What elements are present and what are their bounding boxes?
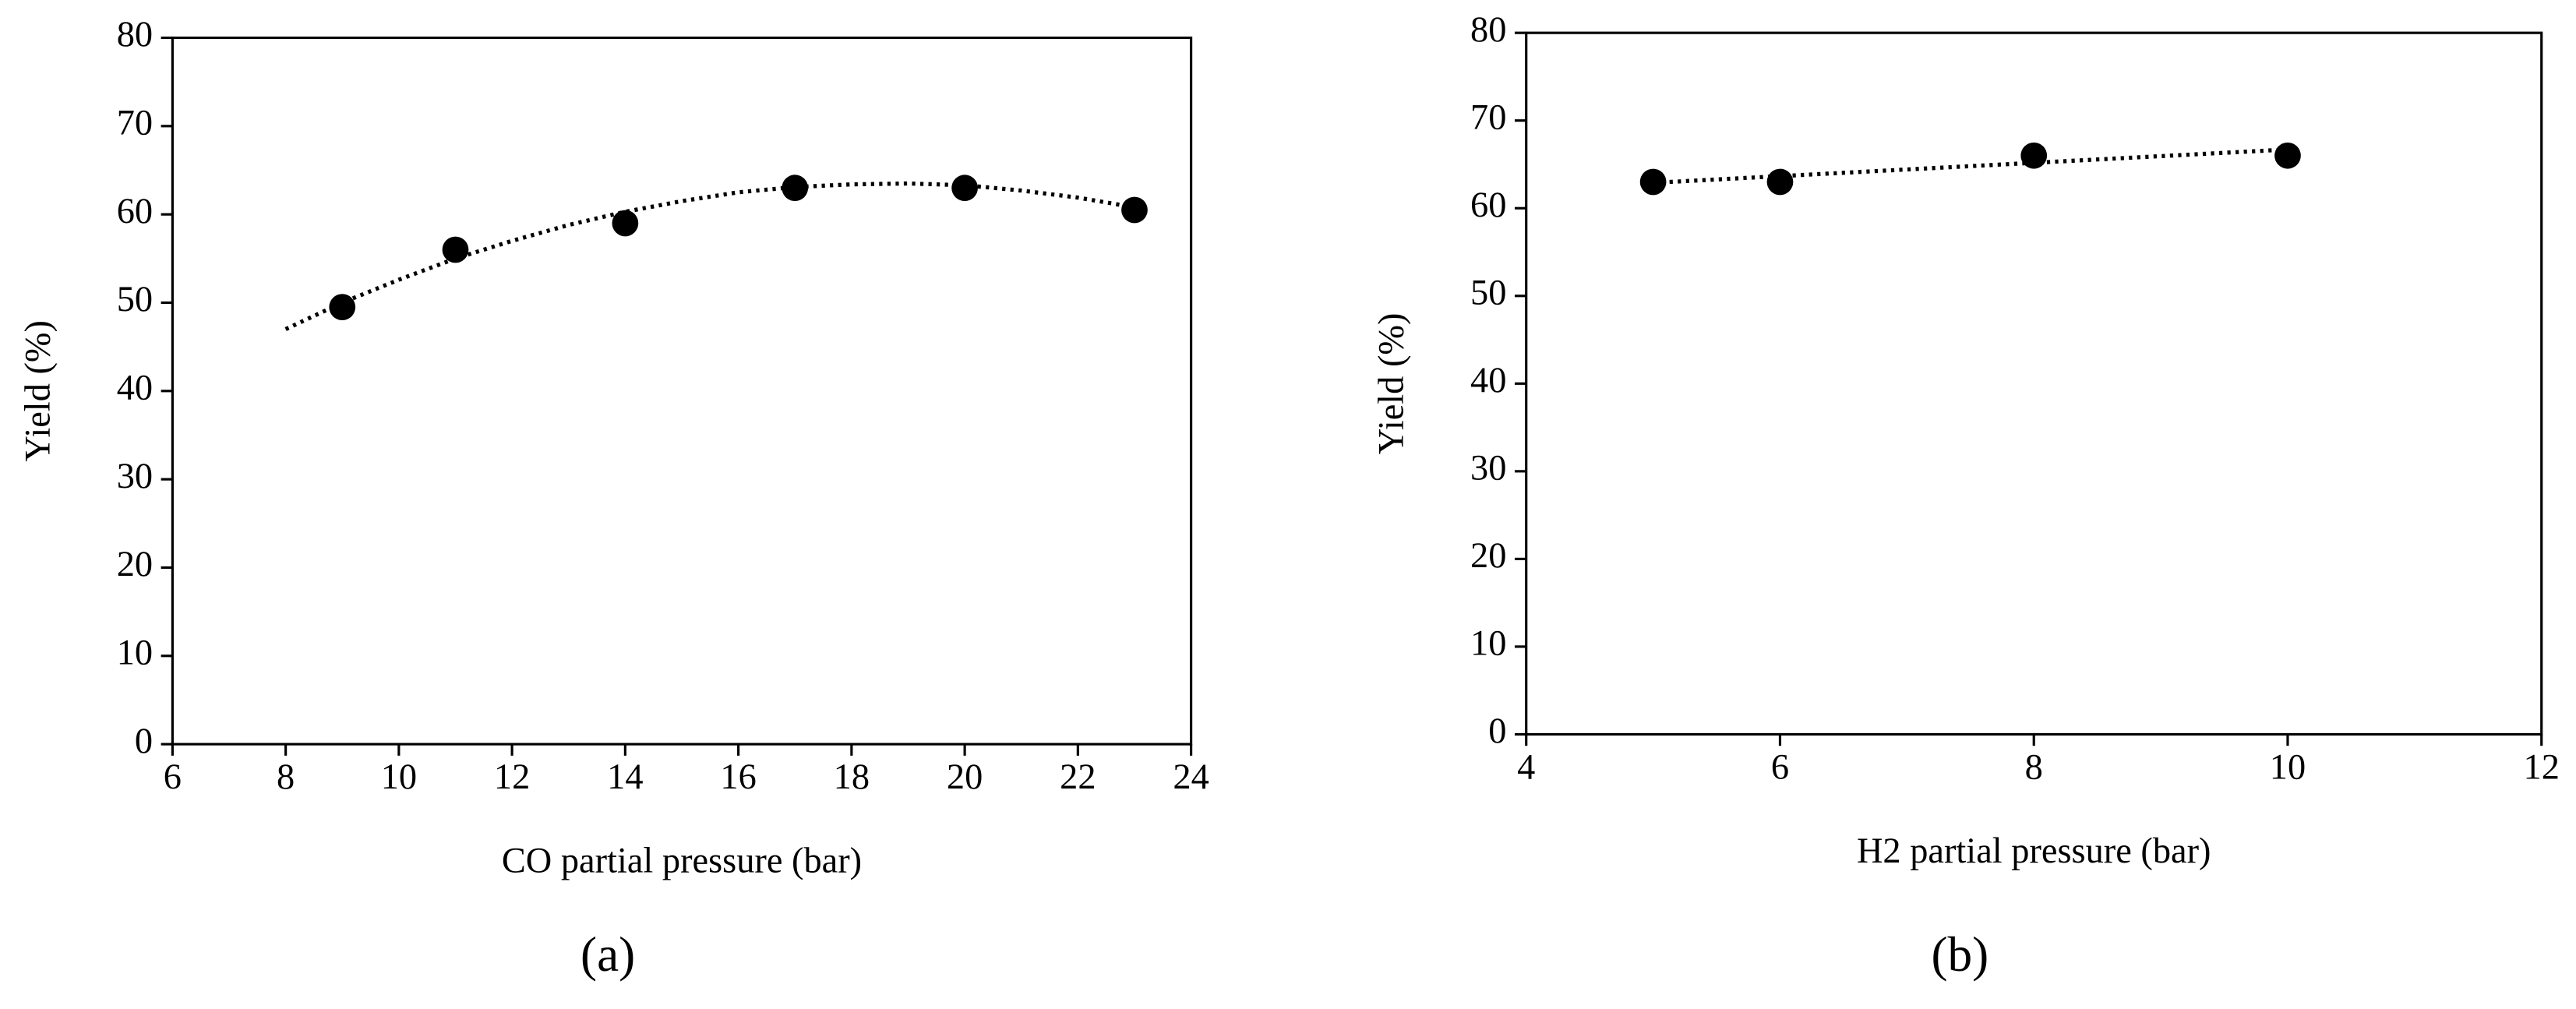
x-tick-label: 4 [1517,747,1535,787]
x-tick-label: 12 [2524,747,2560,787]
y-tick-label: 40 [117,368,153,407]
x-tick-label: 12 [494,757,530,797]
x-tick-label: 16 [720,757,756,797]
y-tick-label: 20 [117,545,153,584]
x-tick-label: 6 [1771,747,1789,787]
x-tick-label: 20 [947,757,983,797]
y-axis-label: Yield (%) [1372,313,1412,455]
panel-label: (b) [1931,927,1988,982]
data-point [2020,142,2048,169]
x-tick-label: 14 [607,757,643,797]
y-tick-label: 20 [1470,536,1506,576]
x-tick-label: 10 [381,757,417,797]
x-tick-label: 22 [1060,757,1096,797]
y-tick-label: 10 [1470,624,1506,664]
x-tick-label: 18 [834,757,870,797]
data-point [951,175,978,202]
y-tick-label: 70 [117,103,153,143]
data-point [1121,196,1148,224]
y-tick-label: 70 [1470,97,1506,137]
x-tick-label: 10 [2270,747,2306,787]
data-point [329,294,356,321]
y-tick-label: 0 [1488,711,1506,751]
trendline [284,181,1135,331]
y-tick-label: 30 [117,457,153,496]
data-point [612,210,639,237]
y-tick-label: 50 [117,280,153,319]
plot-frame [1525,31,2543,736]
x-axis-label: CO partial pressure (bar) [502,841,862,881]
x-axis-label: H2 partial pressure (bar) [1857,831,2211,871]
y-tick-label: 30 [1470,448,1506,488]
x-tick-label: 8 [2025,747,2043,787]
data-point [1639,168,1667,196]
y-tick-label: 40 [1470,361,1506,400]
y-tick-label: 60 [117,192,153,231]
data-point [782,175,809,202]
y-axis-label: Yield (%) [18,320,58,462]
y-tick-label: 10 [117,633,153,672]
y-tick-label: 0 [135,721,153,761]
y-tick-label: 60 [1470,185,1506,225]
y-tick-label: 80 [117,15,153,55]
data-point [2274,142,2301,169]
panel-label: (a) [580,927,635,982]
x-tick-label: 8 [277,757,295,797]
data-point [1766,168,1794,196]
x-tick-label: 24 [1173,757,1209,797]
y-tick-label: 80 [1470,10,1506,50]
plot-frame [171,36,1193,746]
y-tick-label: 50 [1470,273,1506,312]
x-tick-label: 6 [164,757,182,797]
trendline [1653,147,2288,185]
data-point [442,236,469,263]
